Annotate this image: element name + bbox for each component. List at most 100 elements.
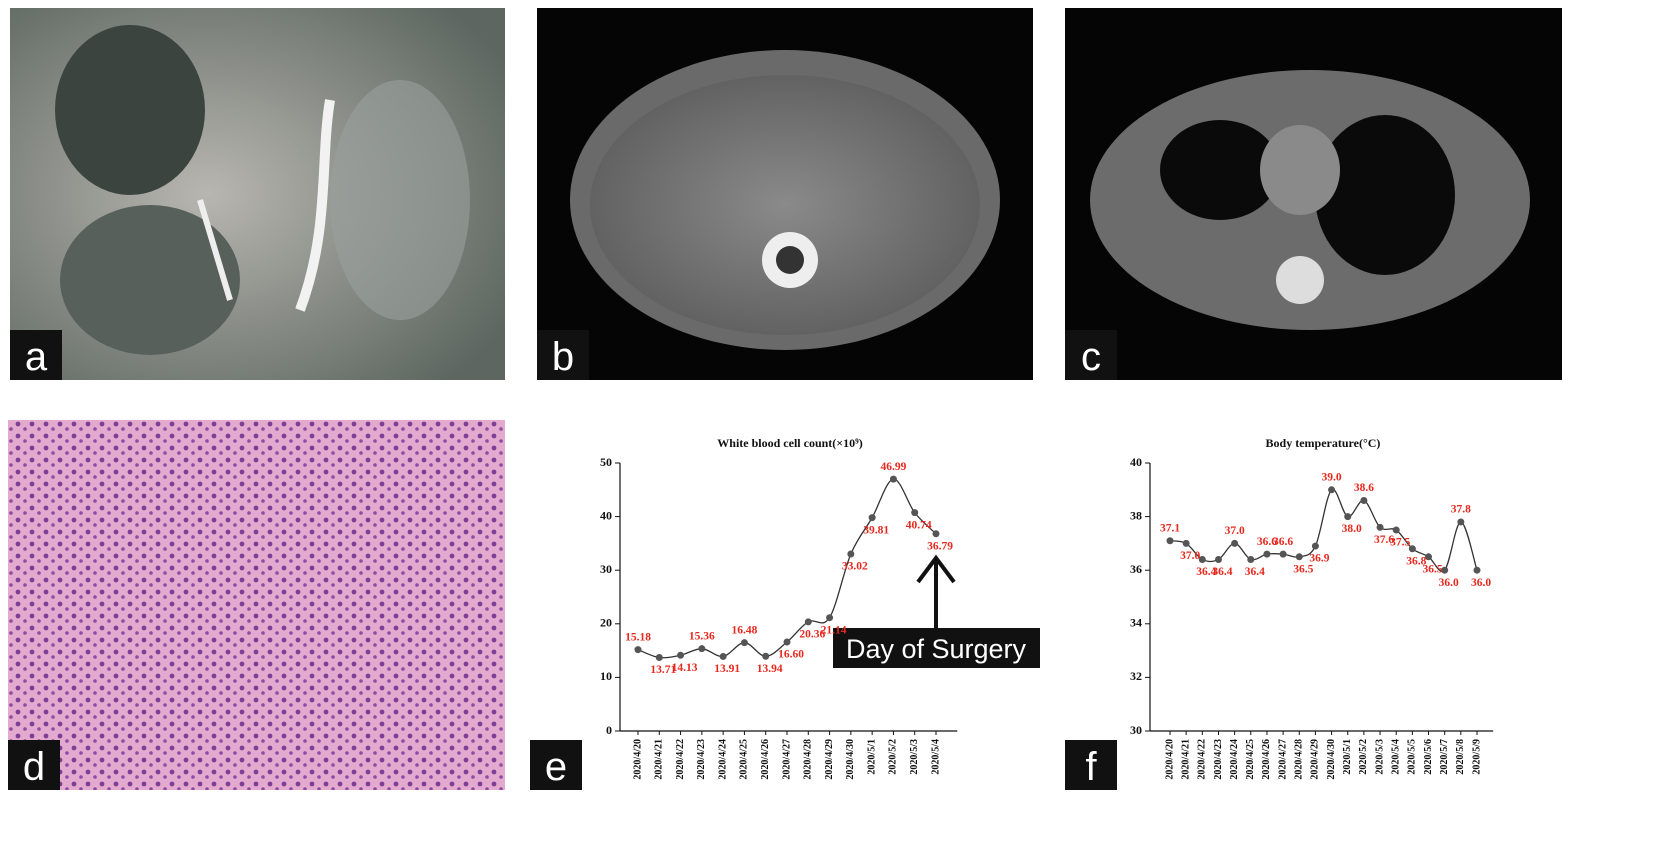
- x-tick-label: 2020/5/8: [1455, 739, 1466, 775]
- marker: [1182, 539, 1190, 547]
- label-box: [10, 330, 62, 380]
- marker: [740, 639, 748, 647]
- value-label: 36.8: [1406, 555, 1426, 567]
- x-tick-label: 2020/4/20: [1164, 739, 1175, 780]
- x-tick-label: 2020/4/27: [1277, 739, 1288, 780]
- value-label: 37.0: [1225, 525, 1245, 537]
- x-tick-label: 2020/5/9: [1471, 739, 1482, 775]
- image-d: [8, 420, 505, 790]
- y-tick-label: 0: [606, 723, 612, 737]
- y-tick-label: 40: [600, 508, 612, 522]
- value-label: 36.5: [1293, 563, 1313, 575]
- x-tick-label: 2020/5/3: [1374, 739, 1385, 775]
- x-tick-label: 2020/5/1: [1342, 739, 1353, 775]
- marker: [1344, 513, 1352, 521]
- value-label: 36.0: [1471, 577, 1491, 589]
- value-label: 36.0: [1439, 577, 1459, 589]
- chart-title: Body temperature(°C): [1266, 436, 1381, 450]
- marker: [719, 652, 727, 660]
- marker: [868, 514, 876, 522]
- value-label: 13.91: [714, 663, 740, 675]
- marker: [1376, 523, 1384, 531]
- x-tick-label: 2020/5/2: [1358, 739, 1369, 775]
- marker: [1198, 555, 1206, 563]
- value-label: 37.0: [1180, 550, 1200, 562]
- x-tick-label: 2020/5/4: [1391, 739, 1402, 775]
- label-box: [530, 740, 582, 790]
- marker: [847, 550, 855, 558]
- x-tick-label: 2020/4/20: [632, 739, 643, 780]
- panel-label: d: [23, 745, 45, 789]
- x-tick-label: 2020/4/21: [1180, 739, 1191, 780]
- value-label: 38.6: [1354, 482, 1374, 494]
- y-tick-label: 38: [1130, 508, 1142, 522]
- marker: [1457, 518, 1465, 526]
- label-box: [537, 330, 589, 380]
- label-box: [1065, 330, 1117, 380]
- y-tick-label: 10: [600, 669, 612, 683]
- marker: [826, 614, 834, 622]
- annotation-text: Day of Surgery: [846, 634, 1027, 664]
- marker: [634, 646, 642, 654]
- y-tick-label: 50: [600, 455, 612, 469]
- value-label: 15.18: [625, 631, 651, 643]
- marker: [1295, 553, 1303, 561]
- value-label: 20.36: [799, 629, 825, 641]
- image-c: [1065, 8, 1562, 380]
- image-b: [537, 8, 1033, 380]
- y-tick-label: 30: [600, 562, 612, 576]
- x-tick-label: 2020/5/4: [930, 739, 941, 775]
- value-label: 36.6: [1257, 536, 1277, 548]
- y-tick-label: 32: [1130, 669, 1142, 683]
- x-tick-label: 2020/5/2: [888, 739, 899, 775]
- marker: [1408, 545, 1416, 553]
- value-label: 15.36: [689, 630, 715, 642]
- marker: [1441, 566, 1449, 574]
- y-tick-label: 34: [1130, 616, 1142, 630]
- surgery-annotation: Day of Surgery: [833, 554, 1040, 668]
- x-tick-label: 2020/4/22: [1197, 739, 1208, 780]
- marker: [655, 654, 663, 662]
- value-label: 21.14: [821, 624, 847, 636]
- y-tick-label: 30: [1130, 723, 1142, 737]
- x-tick-label: 2020/4/30: [1326, 739, 1337, 780]
- x-tick-label: 2020/4/30: [845, 739, 856, 780]
- value-label: 37.1: [1160, 522, 1180, 534]
- x-tick-label: 2020/5/3: [909, 739, 920, 775]
- value-label: 13.94: [757, 663, 783, 675]
- marker: [1263, 550, 1271, 558]
- x-tick-label: 2020/4/24: [1229, 739, 1240, 780]
- x-tick-label: 2020/5/6: [1423, 739, 1434, 775]
- marker: [889, 475, 897, 483]
- value-label: 40.74: [906, 519, 932, 531]
- x-tick-label: 2020/4/26: [760, 739, 771, 780]
- value-label: 36.4: [1212, 566, 1232, 578]
- image-a: [10, 8, 505, 380]
- marker: [1214, 555, 1222, 563]
- marker: [1392, 526, 1400, 534]
- label-box: [1065, 740, 1117, 790]
- marker: [1247, 555, 1255, 563]
- marker: [804, 618, 812, 626]
- marker: [1279, 550, 1287, 558]
- marker: [1473, 566, 1481, 574]
- marker: [783, 638, 791, 646]
- marker: [1328, 486, 1336, 494]
- value-label: 16.48: [731, 624, 757, 636]
- chart-title: White blood cell count(×10⁹): [717, 436, 862, 450]
- marker: [762, 652, 770, 660]
- value-label: 39.81: [863, 524, 889, 536]
- marker: [1360, 497, 1368, 505]
- y-tick-label: 40: [1130, 455, 1142, 469]
- x-tick-label: 2020/4/23: [696, 739, 707, 780]
- value-label: 14.13: [672, 662, 698, 674]
- x-tick-label: 2020/4/26: [1261, 739, 1272, 780]
- value-label: 39.0: [1322, 471, 1342, 483]
- marker: [1231, 539, 1239, 547]
- value-label: 38.0: [1342, 523, 1362, 535]
- value-label: 46.99: [880, 461, 906, 473]
- x-tick-label: 2020/4/28: [803, 739, 814, 780]
- value-label: 36.79: [927, 540, 953, 552]
- x-tick-label: 2020/4/29: [1310, 739, 1321, 780]
